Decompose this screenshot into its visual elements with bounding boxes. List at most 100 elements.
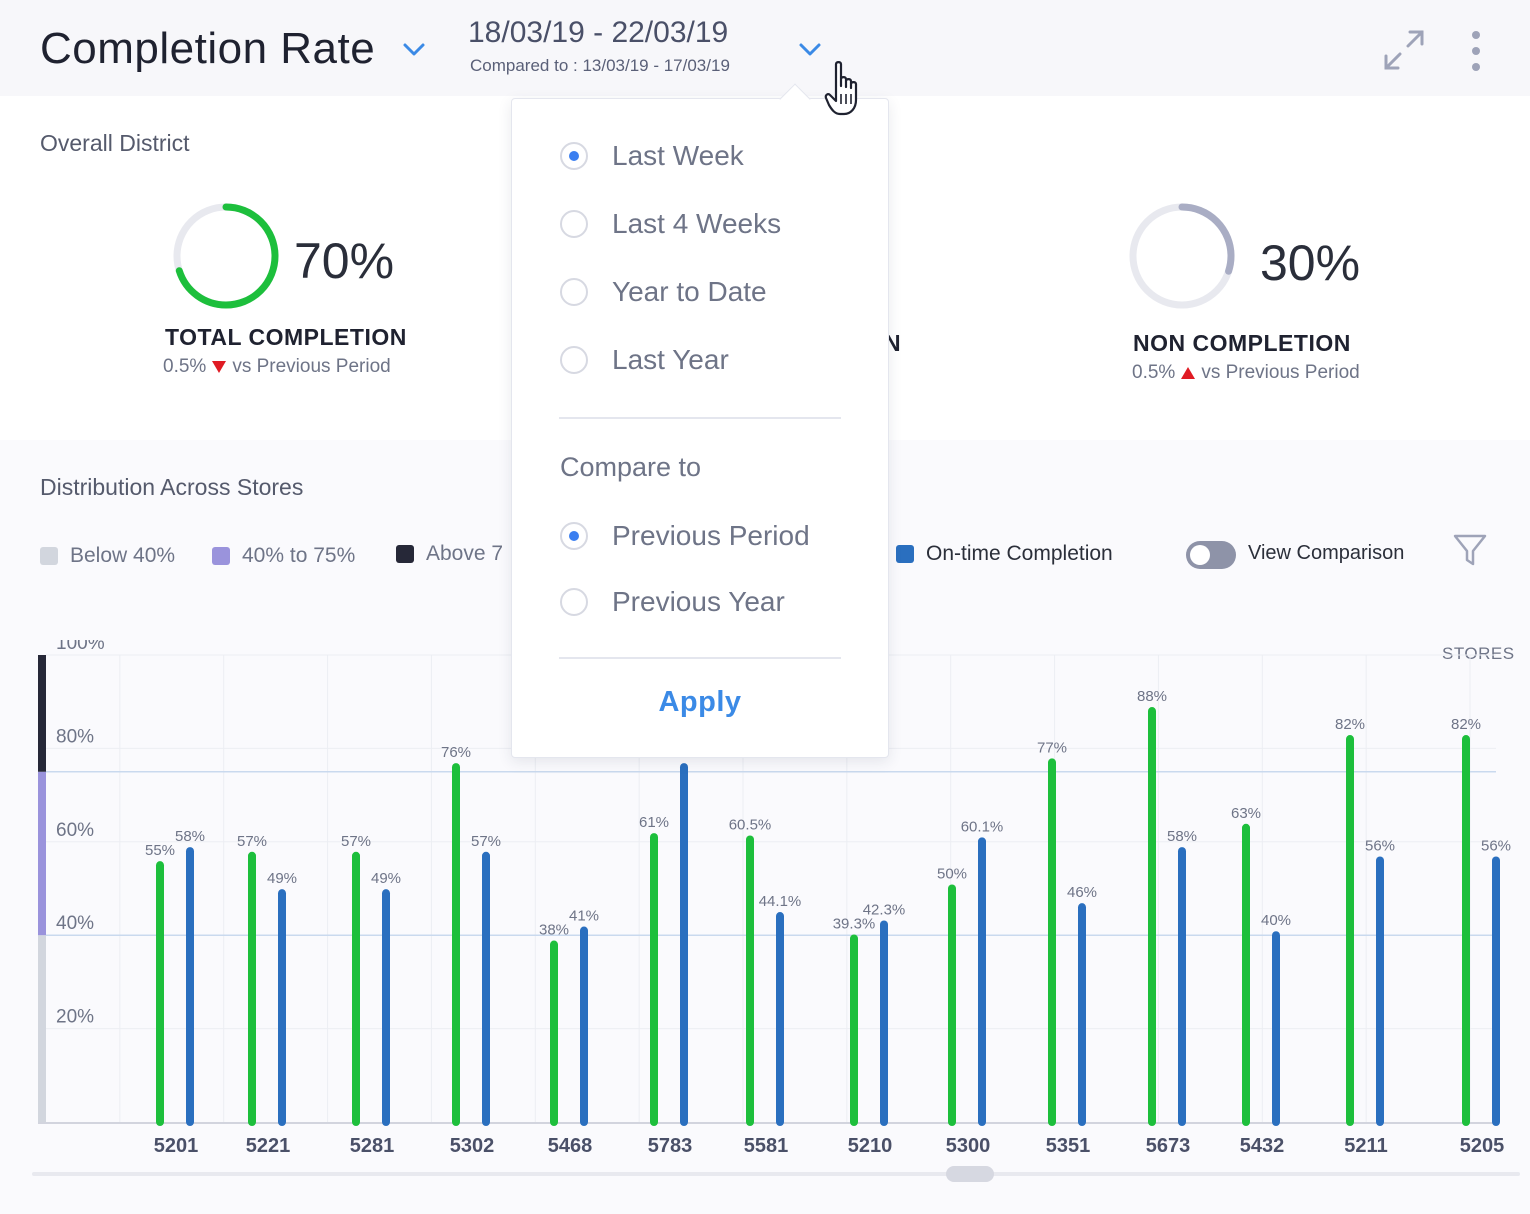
x-tick-label: 5221 — [246, 1135, 291, 1157]
more-vertical-icon[interactable] — [1468, 30, 1484, 74]
bar-value-label: 49% — [371, 870, 401, 887]
bar-value-label: 58% — [175, 828, 205, 845]
radio[interactable] — [560, 278, 588, 306]
bar-value-label: 57% — [341, 833, 371, 850]
non-completion-percent: 30% — [1260, 235, 1361, 291]
date-range[interactable]: 18/03/19 - 22/03/19 — [468, 16, 729, 49]
radio[interactable] — [560, 210, 588, 238]
bar-value-label: 55% — [145, 842, 175, 859]
option-last-week[interactable]: Last Week — [560, 140, 744, 172]
option-last-4-weeks[interactable]: Last 4 Weeks — [560, 208, 781, 240]
bar-value-label: 41% — [569, 908, 599, 925]
bar-value-label: 46% — [1067, 884, 1097, 901]
y-axis-band — [38, 771, 46, 936]
x-tick-label: 5281 — [350, 1135, 395, 1157]
bar-value-label: 60.1% — [961, 818, 1004, 835]
total-vs-text: vs Previous Period — [232, 356, 391, 377]
bar-value-label: 38% — [539, 922, 569, 939]
overall-district-title: Overall District — [40, 130, 190, 156]
y-tick-label: 40% — [56, 913, 94, 934]
total-completion-arc — [173, 203, 279, 309]
bar-value-label: 82% — [1335, 716, 1365, 733]
bar-value-label: 42.3% — [863, 901, 906, 918]
chart-scrollbar-track[interactable] — [32, 1172, 1520, 1176]
toggle-knob — [1190, 545, 1210, 565]
legend-swatch — [396, 545, 414, 563]
bar-value-label: 44.1% — [759, 893, 802, 910]
y-tick-label: 20% — [56, 1007, 94, 1028]
expand-icon[interactable] — [1382, 28, 1426, 72]
bar-value-label: 40% — [1261, 912, 1291, 929]
total-change-value: 0.5% — [163, 356, 207, 377]
page-title: Completion Rate — [40, 24, 376, 73]
y-axis-band — [38, 935, 46, 1122]
y-tick-label: 100% — [56, 640, 105, 654]
radio[interactable] — [560, 588, 588, 616]
chevron-down-icon[interactable] — [402, 42, 426, 58]
x-axis-label: STORES — [1442, 644, 1515, 663]
bar-value-label: 77% — [1037, 739, 1067, 756]
x-tick-label: 5211 — [1344, 1135, 1387, 1157]
view-comparison-toggle[interactable] — [1186, 541, 1236, 569]
chart-scrollbar-thumb[interactable] — [946, 1166, 994, 1182]
radio[interactable] — [560, 346, 588, 374]
legend-swatch — [40, 547, 58, 565]
dropdown-divider — [559, 657, 841, 659]
legend-40-to-75[interactable]: 40% to 75% — [212, 544, 355, 568]
bar-value-label: 88% — [1137, 688, 1167, 705]
x-tick-label: 5302 — [450, 1135, 495, 1157]
bar-value-label: 39.3% — [833, 915, 876, 932]
bar-value-label: 60.5% — [729, 816, 772, 833]
bar-value-label: 63% — [1231, 805, 1261, 822]
radio-selected[interactable] — [560, 142, 588, 170]
x-tick-label: 5351 — [1046, 1135, 1091, 1157]
distribution-title: Distribution Across Stores — [40, 474, 304, 500]
bar-value-label: 58% — [1167, 828, 1197, 845]
legend-swatch — [896, 545, 914, 563]
trend-down-icon — [212, 360, 227, 373]
radio-selected[interactable] — [560, 522, 588, 550]
option-previous-year[interactable]: Previous Year — [560, 586, 785, 618]
legend-swatch — [212, 547, 230, 565]
x-tick-label: 5783 — [648, 1135, 693, 1157]
header-bar: Completion Rate 18/03/19 - 22/03/19 Comp… — [0, 0, 1530, 96]
legend-above-75[interactable]: Above 7 — [396, 542, 503, 566]
y-axis-band — [38, 655, 46, 772]
option-year-to-date[interactable]: Year to Date — [560, 276, 767, 308]
bar-value-label: 57% — [237, 833, 267, 850]
bar-value-label: 57% — [471, 833, 501, 850]
x-tick-label: 5300 — [946, 1135, 991, 1157]
x-tick-label: 5581 — [744, 1135, 789, 1157]
x-tick-label: 5432 — [1240, 1135, 1285, 1157]
bar-value-label: 76% — [441, 744, 471, 761]
non-completion-label: NON COMPLETION — [1133, 330, 1351, 356]
view-comparison-label: View Comparison — [1248, 542, 1405, 564]
compare-to-title: Compare to — [560, 452, 702, 482]
total-completion-percent: 70% — [294, 233, 395, 289]
dropdown-divider — [559, 417, 841, 419]
non-completion-change: 0.5% vs Previous Period — [1132, 362, 1360, 384]
date-chevron-down-icon[interactable] — [798, 42, 822, 58]
hand-pointer-icon — [824, 61, 858, 116]
legend-below-40[interactable]: Below 40% — [40, 544, 175, 568]
non-vs-text: vs Previous Period — [1201, 362, 1360, 383]
y-tick-label: 60% — [56, 820, 94, 841]
legend-on-time-completion[interactable]: On-time Completion — [896, 542, 1113, 566]
x-tick-label: 5468 — [548, 1135, 593, 1157]
option-last-year[interactable]: Last Year — [560, 344, 729, 376]
bar-value-label: 61% — [639, 814, 669, 831]
option-previous-period[interactable]: Previous Period — [560, 520, 810, 552]
non-change-value: 0.5% — [1132, 362, 1176, 383]
non-completion-arc — [1129, 203, 1235, 309]
bar-value-label: 50% — [937, 866, 967, 883]
bar-value-label: 49% — [267, 870, 297, 887]
y-tick-label: 80% — [56, 726, 94, 747]
bar-value-label: 56% — [1481, 837, 1511, 854]
total-completion-donut — [173, 203, 279, 309]
trend-up-icon — [1181, 366, 1196, 379]
filter-icon[interactable] — [1452, 532, 1488, 568]
apply-button[interactable]: Apply — [620, 686, 780, 719]
x-tick-label: 5210 — [848, 1135, 893, 1157]
x-tick-label: 5201 — [154, 1135, 199, 1157]
total-completion-label: TOTAL COMPLETION — [165, 324, 407, 350]
